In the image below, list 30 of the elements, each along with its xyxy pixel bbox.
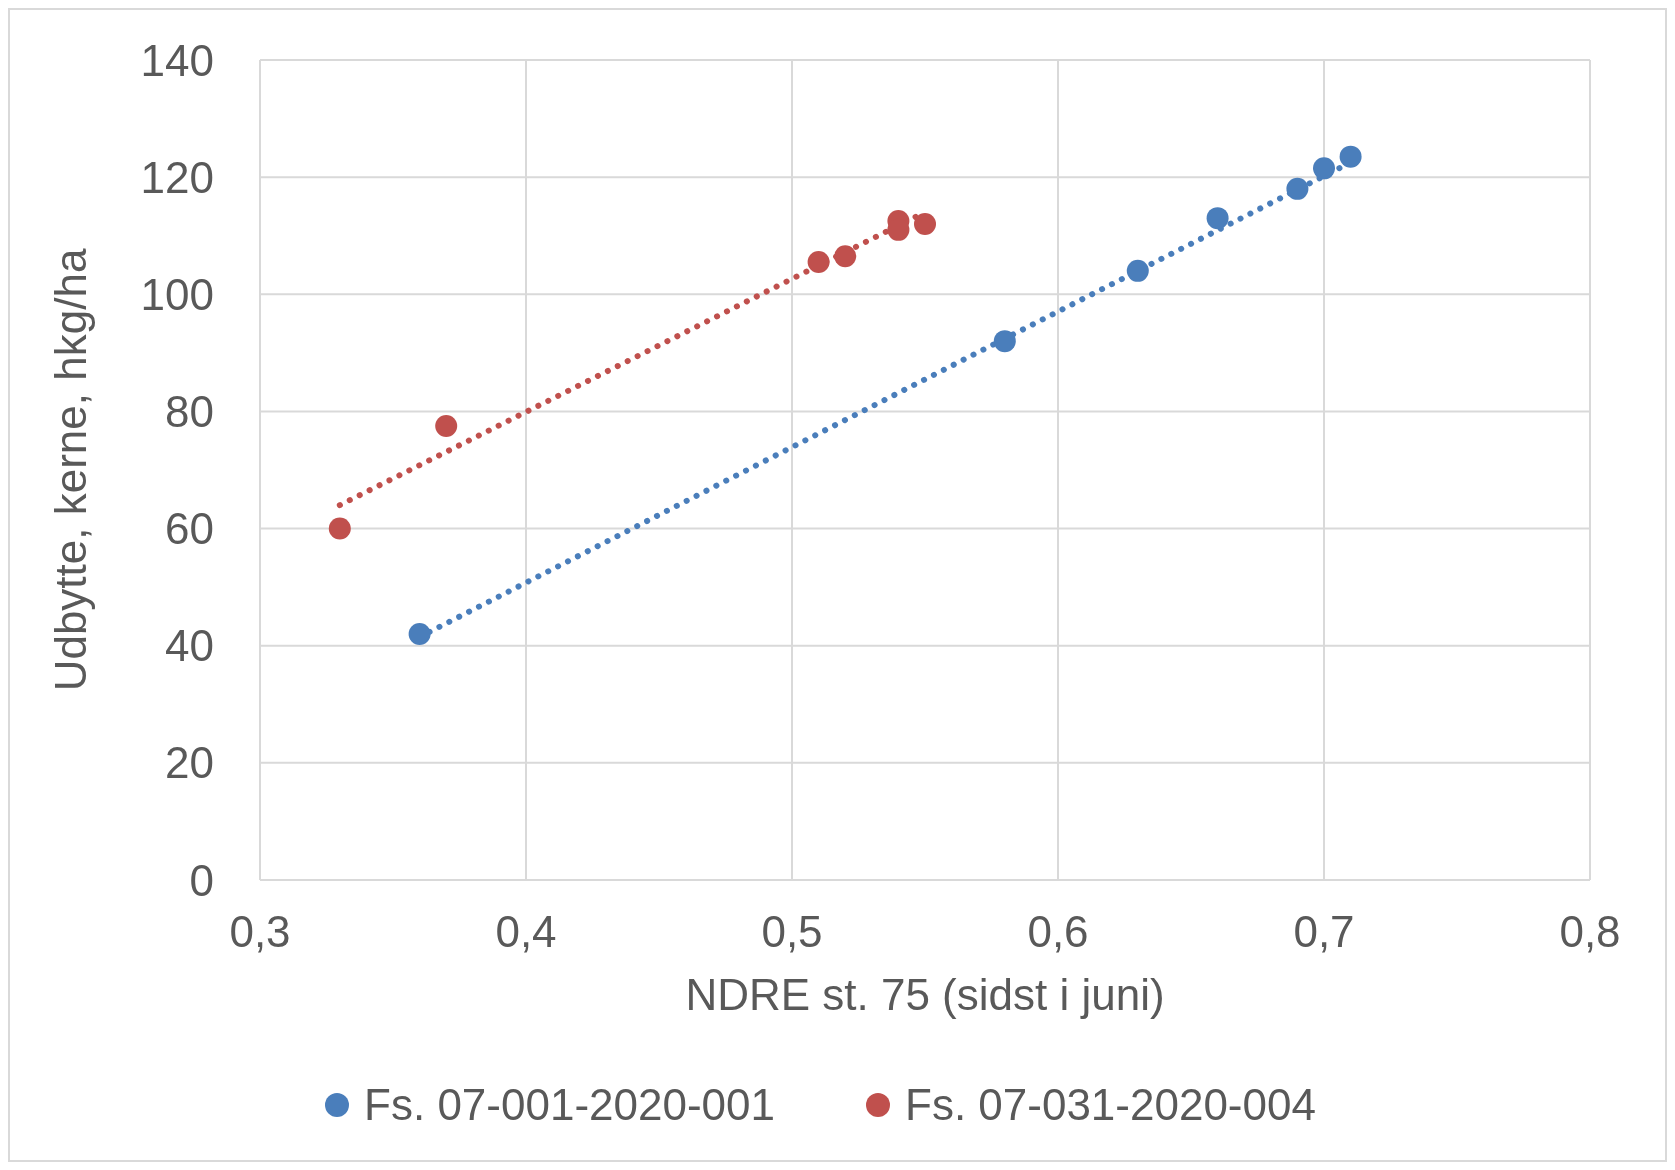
- point: [328, 517, 351, 540]
- x-axis-title: NDRE st. 75 (sidst i juni): [685, 970, 1165, 1019]
- x-tick-label: 0,5: [761, 907, 823, 957]
- point: [408, 623, 431, 645]
- x-tick-label: 0,6: [1027, 907, 1089, 957]
- point: [1286, 177, 1309, 200]
- y-tick-label: 140: [140, 35, 214, 85]
- y-tick-label: 100: [140, 269, 214, 319]
- x-tick-label: 0,8: [1559, 907, 1621, 957]
- x-tick-label: 0,7: [1293, 907, 1355, 957]
- point: [1339, 145, 1362, 168]
- legend-label: Fs. 07-031-2020-004: [905, 1080, 1316, 1130]
- y-tick-label: 0: [189, 855, 214, 905]
- y-tick-label: 120: [140, 152, 214, 202]
- y-tick-label: 20: [165, 738, 214, 788]
- y-axis-title: Udbytte, kerne, hkg/ha: [45, 248, 95, 692]
- x-tick-label: 0,4: [495, 907, 557, 957]
- y-tick-label: 40: [165, 621, 214, 671]
- point: [1313, 157, 1335, 180]
- legend-label: Fs. 07-001-2020-001: [364, 1080, 775, 1130]
- point: [914, 213, 936, 235]
- point: [1126, 259, 1149, 282]
- point: [834, 245, 857, 268]
- point: [993, 330, 1016, 353]
- x-tick-label: 0,3: [229, 907, 291, 957]
- point: [807, 251, 830, 274]
- y-tick-label: 80: [165, 387, 214, 437]
- point: [1206, 207, 1229, 230]
- point: [435, 415, 458, 438]
- y-tick-label: 60: [165, 504, 214, 554]
